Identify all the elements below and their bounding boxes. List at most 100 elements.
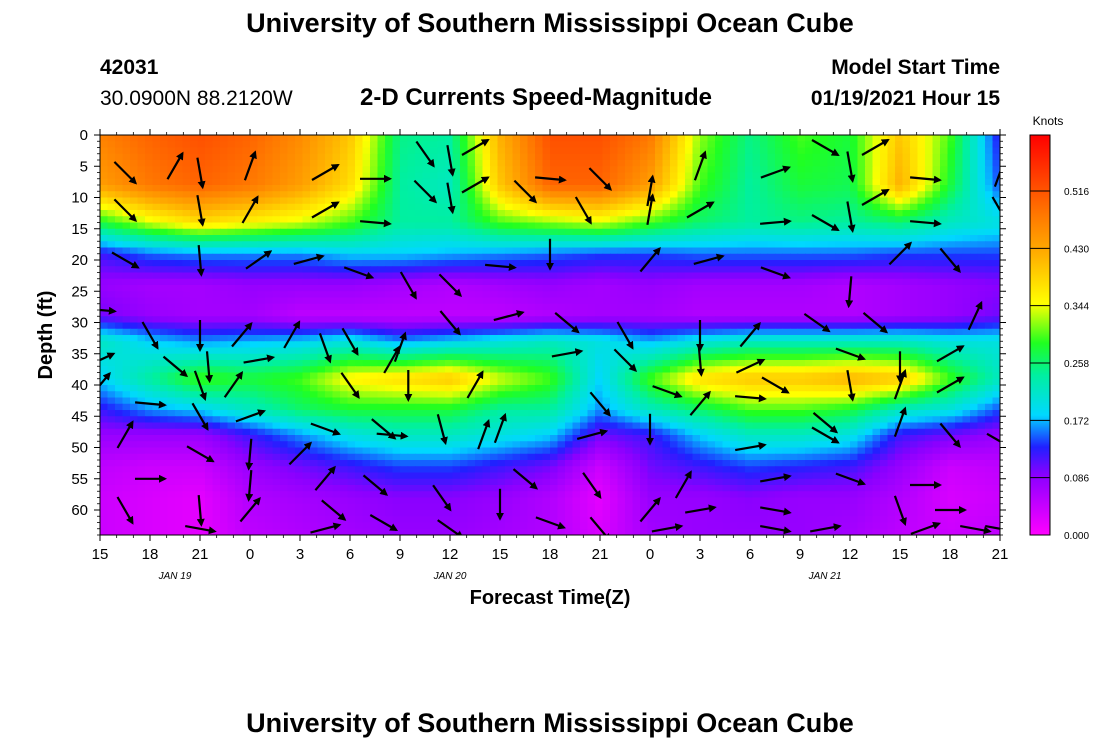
heat-cell: [955, 328, 964, 336]
heat-cell: [977, 203, 986, 211]
heat-cell: [167, 197, 176, 205]
heat-cell: [820, 353, 829, 361]
heat-cell: [190, 385, 199, 392]
heat-cell: [580, 216, 589, 224]
heat-cell: [700, 378, 709, 386]
heat-cell: [332, 278, 341, 286]
heat-cell: [377, 178, 386, 186]
heat-cell: [910, 153, 919, 161]
heat-cell: [460, 278, 469, 286]
heat-cell: [167, 153, 176, 161]
heat-cell: [550, 272, 559, 280]
heat-cell: [370, 366, 379, 374]
heat-cell: [527, 247, 536, 255]
heat-cell: [595, 335, 604, 342]
heat-cell: [302, 178, 311, 186]
heat-cell: [190, 322, 199, 330]
heat-cell: [460, 303, 469, 311]
heat-cell: [430, 297, 439, 305]
heat-cell: [745, 228, 754, 236]
heat-cell: [467, 178, 476, 186]
heat-cell: [655, 335, 664, 342]
heat-cell: [715, 222, 724, 230]
heat-cell: [122, 216, 131, 224]
heat-cell: [175, 160, 184, 167]
heat-cell: [415, 291, 424, 299]
heat-cell: [850, 272, 859, 280]
heat-cell: [557, 247, 566, 255]
heat-cell: [422, 353, 431, 361]
heat-cell: [407, 310, 416, 317]
heat-cell: [760, 341, 769, 349]
heat-cell: [565, 260, 574, 267]
heat-cell: [490, 285, 499, 292]
heat-cell: [137, 160, 146, 167]
heat-cell: [445, 310, 454, 317]
heat-cell: [842, 360, 851, 367]
heat-cell: [617, 341, 626, 349]
heat-cell: [505, 341, 514, 349]
heat-cell: [332, 335, 341, 342]
heat-cell: [887, 210, 896, 217]
heat-cell: [992, 335, 1000, 342]
heat-cell: [220, 210, 229, 217]
heat-cell: [790, 160, 799, 167]
heat-cell: [355, 378, 364, 386]
heat-cell: [827, 141, 836, 149]
heat-cell: [550, 322, 559, 330]
heat-cell: [715, 378, 724, 386]
heat-cell: [917, 222, 926, 230]
heat-cell: [805, 310, 814, 317]
heat-cell: [835, 235, 844, 242]
heat-cell: [632, 160, 641, 167]
heat-cell: [925, 141, 934, 149]
heat-cell: [917, 347, 926, 355]
heat-cell: [505, 272, 514, 280]
heat-cell: [302, 372, 311, 380]
heat-cell: [842, 166, 851, 174]
heat-cell: [715, 172, 724, 180]
heat-cell: [355, 310, 364, 317]
heat-cell: [100, 378, 109, 386]
heat-cell: [625, 385, 634, 392]
heat-cell: [235, 272, 244, 280]
heat-cell: [527, 378, 536, 386]
heat-cell: [595, 316, 604, 324]
heat-cell: [932, 141, 941, 149]
heat-cell: [355, 272, 364, 280]
heat-cell: [460, 241, 469, 249]
heat-cell: [842, 322, 851, 330]
heat-cell: [152, 216, 161, 224]
heat-cell: [542, 328, 551, 336]
heat-cell: [730, 172, 739, 180]
heat-cell: [310, 191, 319, 199]
heat-cell: [827, 241, 836, 249]
heat-cell: [145, 316, 154, 324]
heat-cell: [400, 228, 409, 236]
heat-cell: [520, 216, 529, 224]
heat-cell: [475, 210, 484, 217]
heat-cell: [565, 153, 574, 161]
heat-cell: [760, 328, 769, 336]
heat-cell: [640, 216, 649, 224]
heat-cell: [145, 335, 154, 342]
heat-cell: [490, 228, 499, 236]
heat-cell: [190, 360, 199, 367]
heat-cell: [512, 141, 521, 149]
heat-cell: [347, 310, 356, 317]
heat-cell: [302, 366, 311, 374]
heat-cell: [640, 360, 649, 367]
heat-cell: [565, 378, 574, 386]
heat-cell: [130, 253, 139, 261]
heat-cell: [392, 203, 401, 211]
heat-cell: [940, 291, 949, 299]
heat-cell: [587, 141, 596, 149]
heat-cell: [737, 303, 746, 311]
heat-cell: [730, 153, 739, 161]
heat-cell: [497, 178, 506, 186]
heat-cell: [775, 160, 784, 167]
heat-cell: [977, 360, 986, 367]
heat-cell: [715, 316, 724, 324]
heat-cell: [227, 378, 236, 386]
heat-cell: [955, 197, 964, 205]
